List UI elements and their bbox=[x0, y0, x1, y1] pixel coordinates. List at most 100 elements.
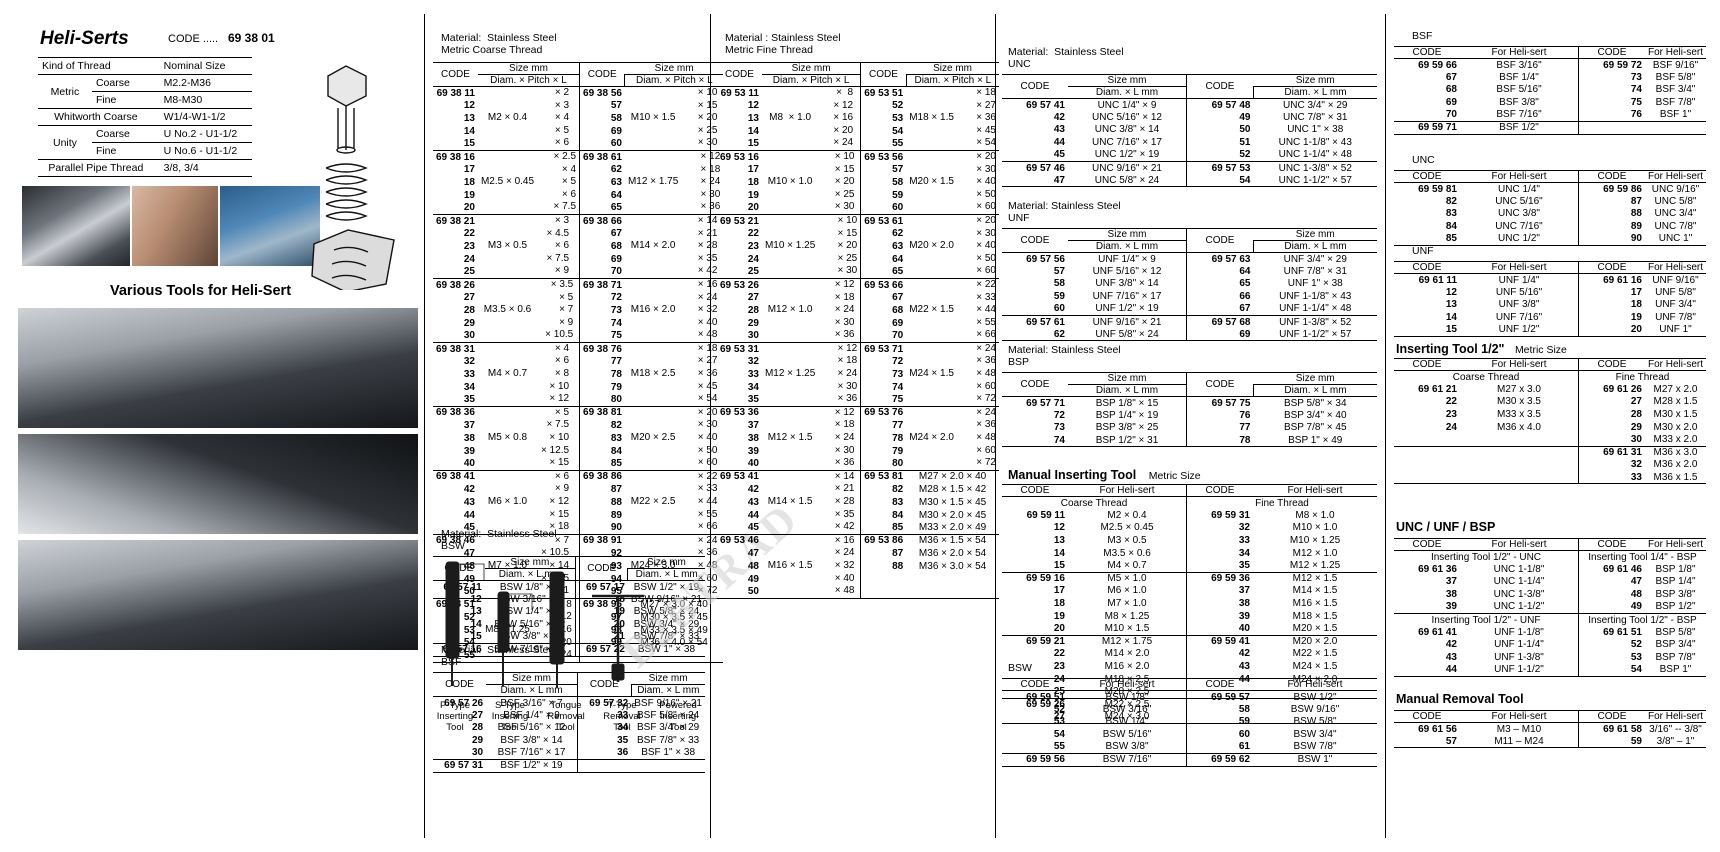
table-cell-code: 75 bbox=[860, 393, 907, 407]
table-cell-code: 61 bbox=[1186, 740, 1253, 754]
table-cell-lengths: × 12 × 18 × 24 × 30 × 36 bbox=[834, 278, 855, 341]
table-cell-code: 14 bbox=[470, 619, 482, 631]
table-cell-code: 59 bbox=[860, 188, 907, 202]
table-cell-size: M8 × 1.0 bbox=[1295, 509, 1335, 521]
table-header-code: CODE bbox=[1578, 538, 1645, 551]
table-cell-code: 52 bbox=[1578, 638, 1645, 652]
table-cell-size: M2 × 0.4 bbox=[1107, 509, 1147, 521]
table-cell-code: 35 bbox=[463, 394, 475, 406]
table-cell-code: 42 bbox=[1186, 647, 1253, 661]
table-cell-size: M3 × 0.5 bbox=[1107, 535, 1147, 547]
unf-sizes-subtitle: UNF bbox=[1008, 212, 1030, 224]
table-cell-size: BSF 3/8" × 14 bbox=[500, 735, 563, 747]
table-header-code: CODE bbox=[1578, 46, 1645, 59]
table-cell-code: 69 61 26 bbox=[1578, 383, 1645, 396]
table-cell-code: 38 bbox=[747, 432, 759, 444]
table-cell-size: M36 x 4.0 bbox=[1497, 421, 1541, 433]
table-header-size-sub: Diam. × L mm bbox=[1095, 241, 1159, 252]
table-cell-code: 72 bbox=[579, 291, 625, 304]
table-cell-code: 39 bbox=[1186, 609, 1253, 623]
unc-unf-bsp-table: CODE For Heli-sert CODE For Heli-sert Insert… bbox=[1394, 538, 1706, 677]
table-cell-size: UNC 3/4" bbox=[1654, 208, 1697, 220]
table-cell-size: UNC 1/4" × 9 bbox=[1068, 98, 1187, 112]
table-cell-size: M8 × 1.0 × 8 × 12 × 16 × 20 × 24 bbox=[761, 86, 861, 151]
table-cell-size: M4 × 0.7 bbox=[1107, 560, 1147, 572]
table-cell-size: M3.5 × 0.6 × 3.5 × 5 × 7 × 9 × 10.5 bbox=[477, 277, 580, 343]
table-cell-lengths: × 14 × 21 × 28 × 35 × 42 bbox=[834, 470, 855, 533]
table-cell-code: 38 bbox=[1186, 597, 1253, 610]
table-cell-size: M2.5 × 0.45 bbox=[1100, 522, 1154, 534]
metric-coarse-material: Material: Stainless Steel bbox=[441, 32, 557, 44]
table-cell-code: 69 53 41 bbox=[717, 469, 762, 484]
table-cell-size: BSW 1" bbox=[1253, 752, 1377, 767]
unf-sizes-table: CODE Size mm CODE Size mm Diam. × L mm Diam. … bbox=[1002, 228, 1377, 342]
manual-removal-table: CODE For Heli-sert CODE For Heli-sert 69 61 … bbox=[1394, 710, 1706, 749]
info-header-kind: Kind of Thread bbox=[38, 57, 154, 75]
metric-fine-subtitle: Metric Fine Thread bbox=[725, 44, 813, 56]
info-group-unity: Unity bbox=[38, 125, 92, 160]
table-cell-size: M2 × 0.4 × 2 × 3 × 4 × 5 × 6 bbox=[477, 86, 580, 151]
table-cell-size: UNC 1-1/2" × 57 bbox=[1278, 174, 1352, 186]
table-cell-code: 83 bbox=[860, 495, 907, 509]
unc-sizes-material: Material: Stainless Steel bbox=[1008, 46, 1124, 58]
table-cell-code: 12 bbox=[747, 100, 759, 112]
table-cell-lengths: × 3.5 × 5 × 7 × 9 × 10.5 bbox=[545, 278, 574, 341]
table-cell-size: BSF 3/8" bbox=[1499, 97, 1539, 109]
table-cell-lengths: × 2.5 × 4 × 5 × 6 × 7.5 bbox=[553, 150, 577, 213]
table-cell-code: 79 bbox=[579, 380, 625, 394]
table-header-size-sub: Diam. × L mm bbox=[500, 685, 563, 696]
table-cell-code: 50 bbox=[1186, 123, 1254, 137]
table-cell-code: 85 bbox=[1445, 233, 1457, 245]
table-cell-diam: M2 × 0.4 bbox=[487, 112, 528, 124]
inserting-half-heading: Inserting Tool 1/2" Metric Size bbox=[1396, 340, 1567, 358]
table-cell-code: 35 bbox=[747, 394, 759, 406]
table-cell-code: 69 61 11 bbox=[1394, 273, 1460, 287]
table-cell-size: M16 × 2.0 bbox=[1104, 661, 1150, 673]
table-cell-size: BSF 5/8" bbox=[1655, 71, 1696, 83]
table-cell-size: UNC 5/16" × 12 bbox=[1092, 111, 1162, 123]
table-cell-code bbox=[1578, 120, 1645, 135]
table-cell-code: 69 61 31 bbox=[1578, 445, 1645, 459]
table-cell-code: 28 bbox=[463, 304, 475, 316]
table-cell-code: 73 bbox=[860, 367, 907, 381]
table-cell-size: 3/8" – 1" bbox=[1656, 735, 1695, 747]
table-cell-code: 69 59 51 bbox=[1002, 690, 1068, 704]
table-cell-size: UNF 1-1/8" bbox=[1494, 626, 1544, 638]
table-cell-code: 60 bbox=[1053, 303, 1065, 315]
table-cell-lengths: × 10 × 15 × 20 × 25 × 30 bbox=[837, 214, 858, 277]
table-cell-size: M30 × 1.5 × 45 bbox=[918, 496, 987, 508]
table-header-code: CODE bbox=[1002, 74, 1068, 99]
table-cell-code: 45 bbox=[1053, 149, 1065, 161]
unc-sizes-table: CODE Size mm CODE Size mm Diam. × L mm Diam. … bbox=[1002, 74, 1377, 188]
table-cell-code: 73 bbox=[579, 303, 625, 317]
table-cell-diam: M4 × 0.7 bbox=[487, 368, 528, 380]
table-cell-code: 76 bbox=[1186, 409, 1254, 422]
table-cell-size: UNF 1-1/8" × 43 bbox=[1279, 291, 1352, 303]
table-header-size: Size mm bbox=[484, 556, 576, 569]
table-cell-size: UNC 1" × 38 bbox=[1287, 124, 1344, 136]
table-cell-size: BSP 1/4" bbox=[1655, 576, 1696, 588]
table-cell-code: 69 57 17 bbox=[574, 580, 628, 594]
table-cell-code: 53 bbox=[860, 112, 907, 125]
table-cell-diam: M20 × 2.0 bbox=[909, 240, 954, 252]
table-cell-code: 20 bbox=[463, 202, 475, 214]
table-cell-code: 34 bbox=[576, 721, 632, 735]
tool-caption-tongue-removal: Tongue Removal Tool bbox=[547, 700, 585, 733]
table-cell-size: M16 × 1.5 bbox=[1292, 598, 1338, 610]
table-cell-code: 64 bbox=[860, 252, 907, 266]
table-cell-size: UNF 3/4" × 29 bbox=[1253, 252, 1377, 266]
table-cell-code: 30 bbox=[471, 747, 484, 759]
table-cell-code: 33 bbox=[576, 709, 632, 722]
table-cell-size: M12 × 1.75 bbox=[1068, 634, 1187, 648]
table-cell-size: M18 × 1.5 bbox=[1292, 610, 1338, 622]
table-cell-lengths: × 5 × 7.5 × 10 × 12.5 × 15 bbox=[540, 406, 570, 469]
table-cell-size: BSF 9/16" bbox=[1645, 58, 1706, 72]
table-cell-code: 69 38 16 bbox=[433, 149, 478, 164]
table-cell-size: M14 × 2.0 bbox=[1104, 648, 1150, 660]
table-cell-size: BSW 1/2" bbox=[1253, 690, 1377, 704]
table-cell-code: 69 59 86 bbox=[1578, 182, 1645, 196]
table-cell-size: M36 × 2.0 × 54 bbox=[918, 547, 987, 559]
table-cell-size: M28 x 1.5 bbox=[1653, 396, 1698, 408]
table-cell-diam: M2.5 × 0.45 bbox=[480, 176, 535, 188]
